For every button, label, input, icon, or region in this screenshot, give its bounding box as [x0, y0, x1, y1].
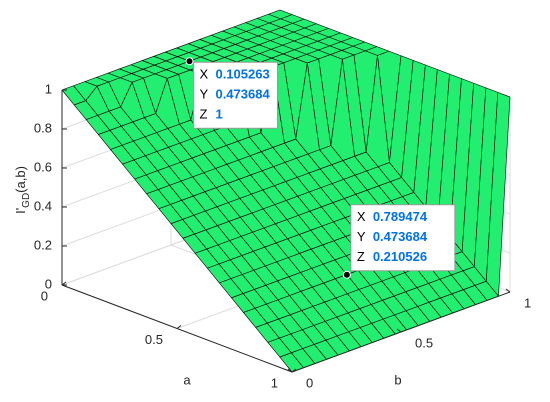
x-axis-label: a: [183, 372, 191, 387]
datatip-value: 0.473684: [215, 87, 270, 102]
x-tick-label: 0.5: [145, 332, 163, 347]
y-tick-label: 1: [524, 295, 531, 310]
datatip-key: Y: [199, 87, 208, 102]
z-tick-label: 0.8: [34, 120, 52, 135]
datatip-key: Z: [199, 107, 207, 122]
y-tick-label: 0.5: [415, 335, 433, 350]
y-tick: [287, 368, 293, 373]
z-tick-label: 0: [45, 276, 52, 291]
z-label-suffix: (a,b): [13, 166, 28, 193]
datatip-key: Z: [357, 249, 365, 264]
y-axis-label: b: [394, 372, 401, 387]
datatip-key: Y: [357, 229, 366, 244]
z-tick-label: 0.2: [34, 237, 52, 252]
surface: [61, 9, 511, 373]
datatip-value: 0.210526: [373, 249, 427, 264]
axes: 0 0.2 0.4 0.6 0.8 1 0 0.5 1 0 0.5 1: [34, 81, 531, 390]
datatip-value: 0.473684: [373, 229, 428, 244]
datatip-box: [350, 204, 456, 272]
x-tick-label: 1: [271, 375, 278, 390]
z-axis-label: I'GD(a,b): [13, 166, 31, 214]
datatip-key: X: [357, 209, 366, 224]
y-tick: [396, 328, 402, 333]
z-label-sub: GD: [21, 193, 32, 208]
datatip-value: 0.789474: [373, 209, 428, 224]
z-label-main: I': [13, 208, 28, 214]
x-tick: [61, 281, 67, 286]
z-tick-label: 1: [45, 81, 52, 96]
y-tick: [505, 288, 511, 293]
datatip-box: [192, 61, 278, 129]
y-tick-label: 0: [306, 375, 313, 390]
z-tick-label: 0.6: [34, 159, 52, 174]
z-tick-label: 0.4: [34, 198, 52, 213]
x-tick-label: 0: [41, 288, 48, 303]
datatip-key: X: [199, 67, 208, 82]
datatip-value: 0.105263: [215, 67, 269, 82]
datatip-point: [342, 270, 351, 279]
x-tick: [291, 368, 297, 373]
x-tick: [176, 325, 182, 329]
datatip-point: [185, 57, 194, 66]
datatip-value: 1: [215, 107, 222, 122]
